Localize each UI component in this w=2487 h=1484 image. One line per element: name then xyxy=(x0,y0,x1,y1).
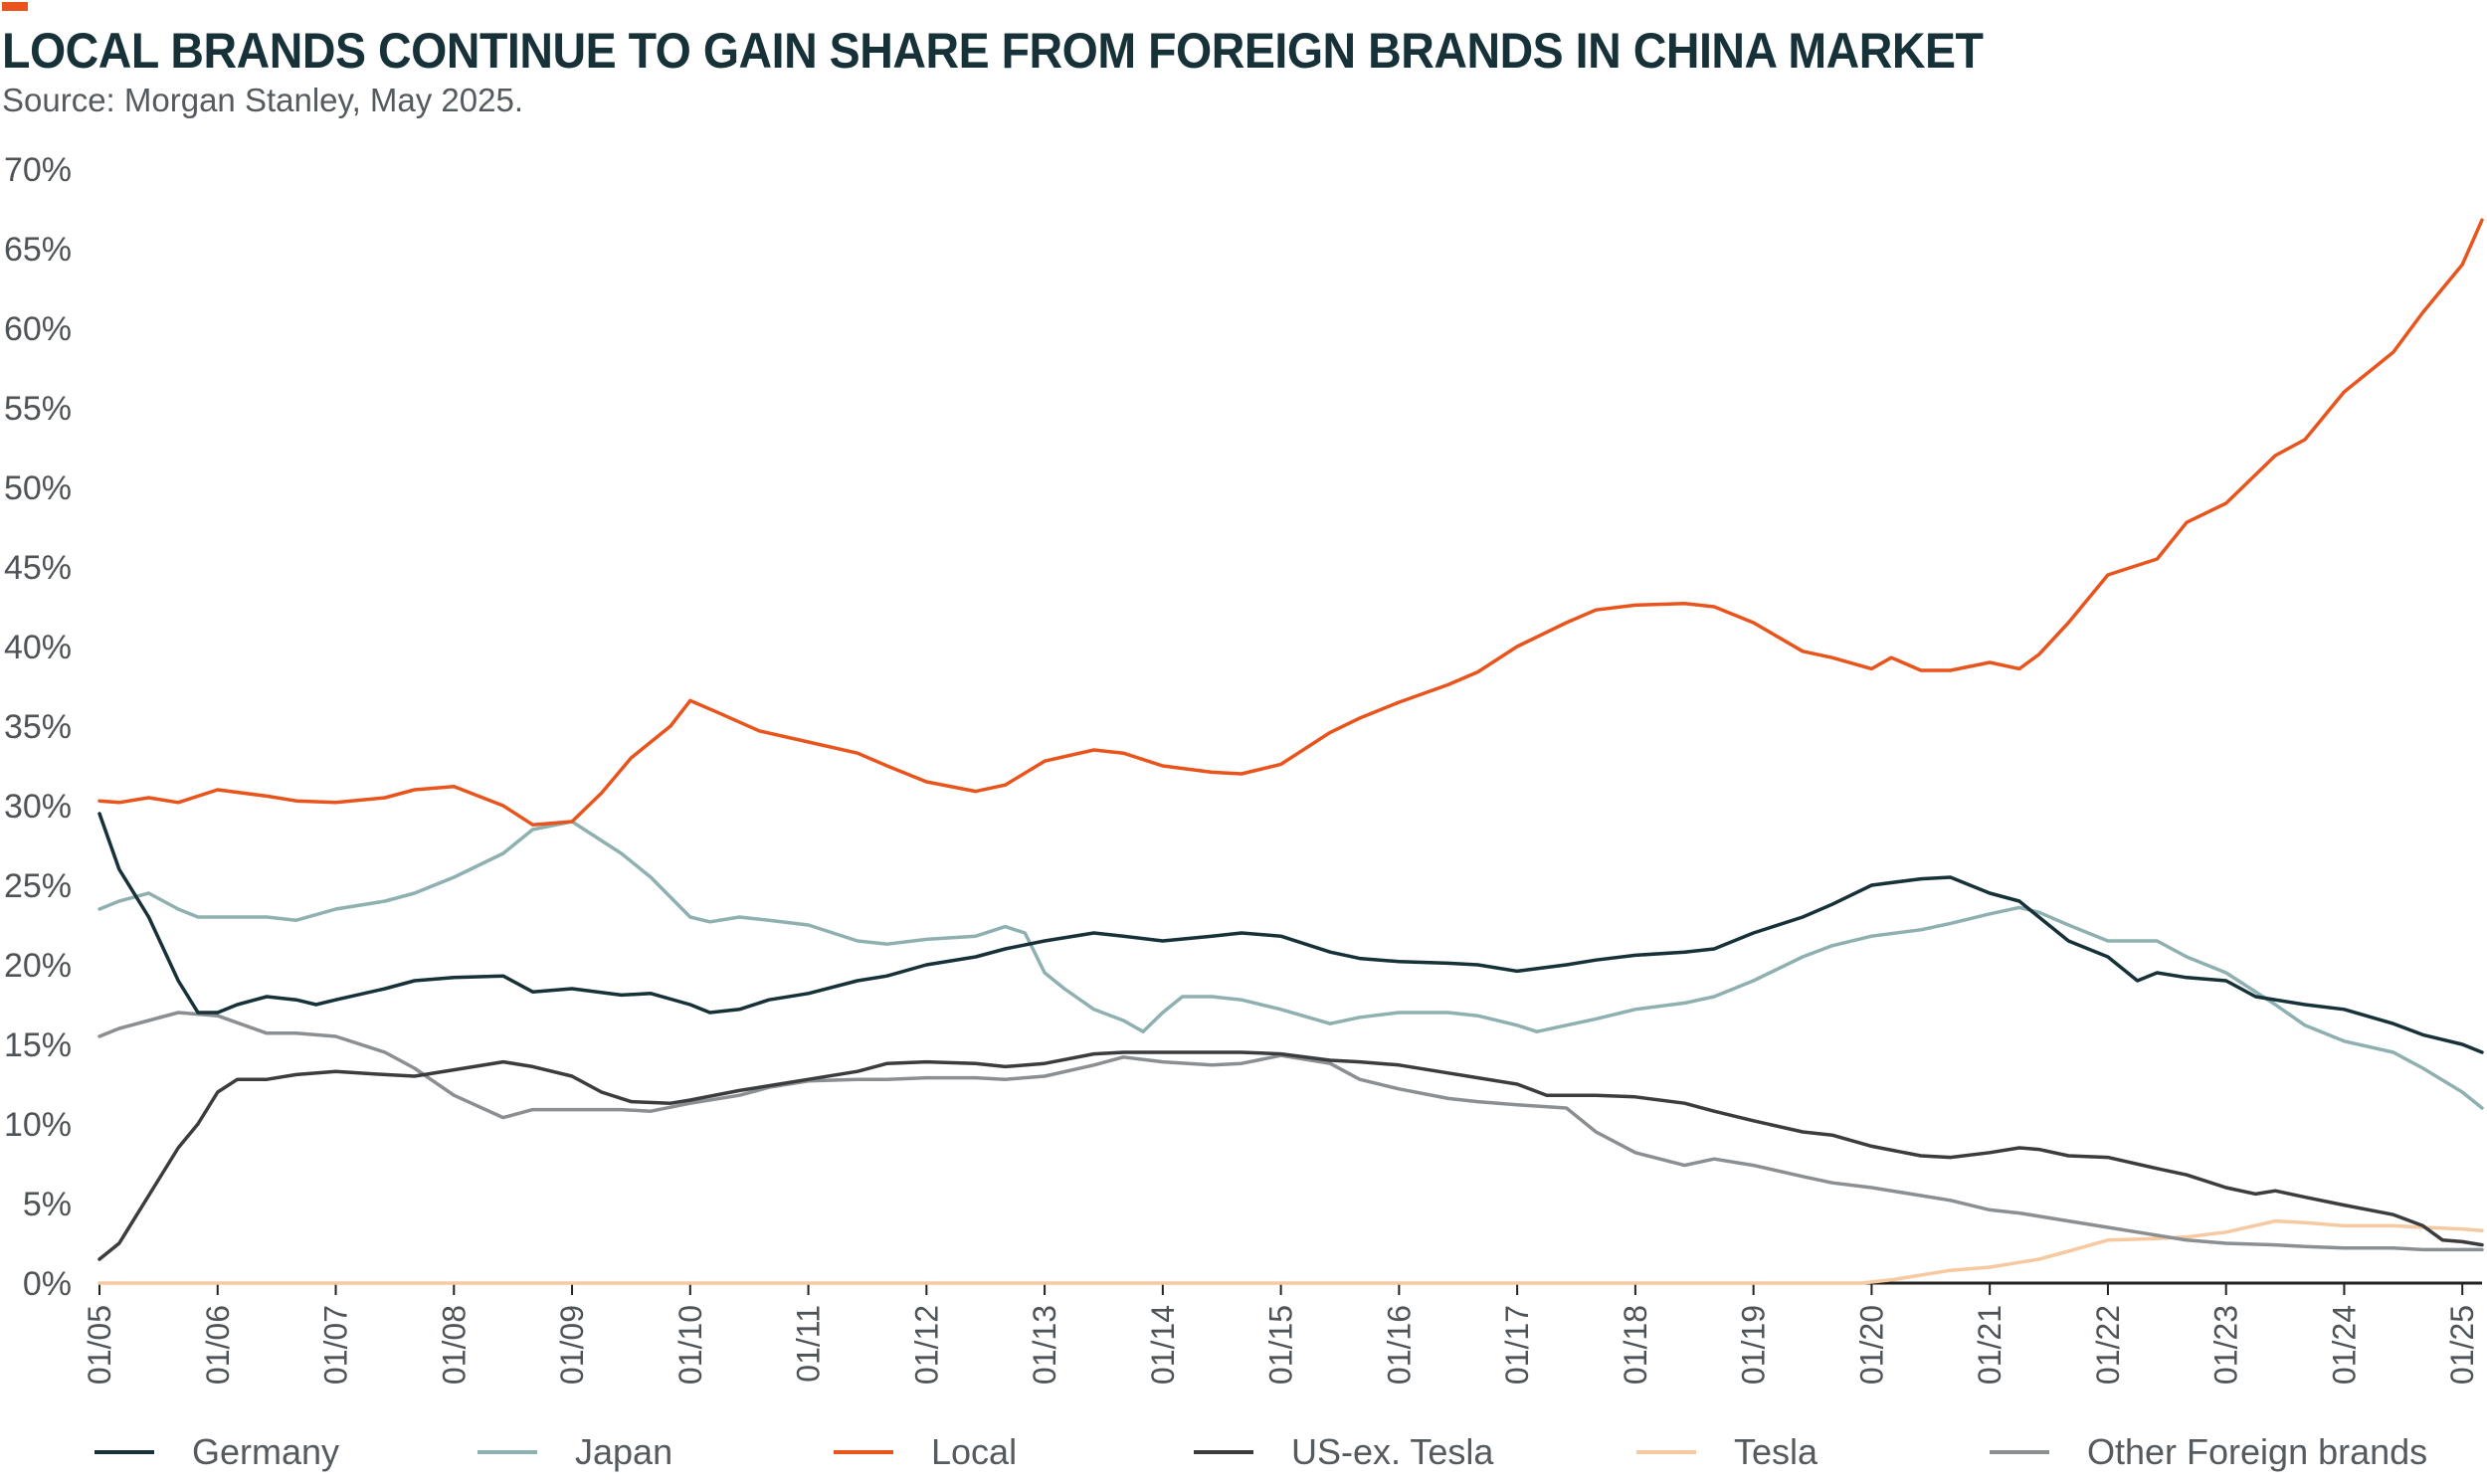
legend-swatch xyxy=(478,1450,537,1454)
accent-bar xyxy=(2,2,28,11)
legend-swatch xyxy=(1194,1450,1253,1454)
x-tick-label: 01/06 xyxy=(200,1305,236,1385)
line-chart: 0% 5% 10% 15% 20% 25% 30% 35% 40% 45% 50% 55% 60% 65%… xyxy=(4,151,2484,1385)
y-tick-label: 60% xyxy=(4,310,72,348)
series-line-local xyxy=(97,218,2484,827)
y-tick-label: 40% xyxy=(4,629,72,666)
y-tick-label: 45% xyxy=(4,549,72,587)
y-tick-label: 55% xyxy=(4,390,72,428)
x-tick-label: 01/14 xyxy=(1145,1305,1181,1385)
series-line-tesla xyxy=(97,1218,2484,1285)
series-line-us-ex-tesla xyxy=(97,1050,2484,1261)
series-line-other-foreign-brands xyxy=(97,1011,2484,1252)
legend-swatch xyxy=(834,1450,893,1454)
legend-label: Germany xyxy=(192,1431,340,1472)
legend-item: Japan xyxy=(478,1422,672,1482)
y-tick-label: 70% xyxy=(4,151,72,189)
y-tick-label: 15% xyxy=(4,1026,72,1064)
x-tick-label: 01/19 xyxy=(1736,1305,1772,1385)
legend-label: US-ex. Tesla xyxy=(1291,1431,1494,1472)
x-tick-label: 01/15 xyxy=(1263,1305,1299,1385)
series-line-germany xyxy=(97,812,2484,1054)
legend-item: US-ex. Tesla xyxy=(1194,1422,1493,1482)
x-tick-label: 01/18 xyxy=(1618,1305,1653,1385)
y-tick-label: 20% xyxy=(4,947,72,985)
x-tick-label: 01/10 xyxy=(672,1305,708,1385)
x-tick-label: 01/12 xyxy=(908,1305,944,1385)
legend-item: Germany xyxy=(95,1422,339,1482)
x-tick-label: 01/08 xyxy=(436,1305,472,1385)
legend-swatch xyxy=(1636,1450,1696,1454)
y-tick-label: 50% xyxy=(4,469,72,507)
x-tick-label: 01/20 xyxy=(1853,1305,1889,1385)
x-tick-label: 01/16 xyxy=(1381,1305,1417,1385)
legend-label: Tesla xyxy=(1734,1431,1818,1472)
x-tick-label: 01/17 xyxy=(1499,1305,1535,1385)
legend-swatch xyxy=(1990,1450,2049,1454)
legend-label: Japan xyxy=(575,1431,673,1472)
y-tick-label: 0% xyxy=(23,1265,72,1303)
x-tick-label: 01/25 xyxy=(2444,1305,2480,1385)
legend-label: Local xyxy=(931,1431,1018,1472)
x-tick-label: 01/22 xyxy=(2090,1305,2126,1385)
x-tick-label: 01/23 xyxy=(2208,1305,2244,1385)
x-tick-label: 01/09 xyxy=(554,1305,590,1385)
y-tick-label: 25% xyxy=(4,867,72,905)
chart-legend: Germany Japan Local US-ex. Tesla Tesla Other … xyxy=(0,1422,2487,1482)
legend-item: Tesla xyxy=(1636,1422,1817,1482)
chart-subtitle: Source: Morgan Stanley, May 2025. xyxy=(2,82,524,118)
legend-swatch xyxy=(95,1450,154,1454)
y-tick-label: 35% xyxy=(4,708,72,746)
x-tick-label: 01/13 xyxy=(1027,1305,1062,1385)
legend-item: Local xyxy=(834,1422,1017,1482)
legend-item: Other Foreign brands xyxy=(1990,1422,2427,1482)
series-line-japan xyxy=(97,820,2484,1110)
x-tick-label: 01/24 xyxy=(2326,1305,2362,1385)
y-tick-label: 30% xyxy=(4,788,72,826)
y-tick-label: 5% xyxy=(23,1186,72,1223)
legend-label: Other Foreign brands xyxy=(2087,1431,2428,1472)
y-tick-label: 10% xyxy=(4,1106,72,1144)
x-tick-label: 01/05 xyxy=(82,1305,117,1385)
chart-title: LOCAL BRANDS CONTINUE TO GAIN SHARE FROM… xyxy=(2,23,1984,79)
x-tick-label: 01/11 xyxy=(791,1305,827,1383)
x-tick-label: 01/21 xyxy=(1972,1305,2008,1385)
y-tick-label: 65% xyxy=(4,231,72,269)
x-tick-label: 01/07 xyxy=(318,1305,354,1385)
